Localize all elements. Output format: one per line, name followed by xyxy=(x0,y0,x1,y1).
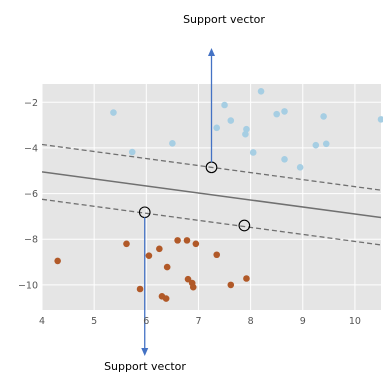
data-point-class-blue xyxy=(312,141,320,149)
support-vector-ring xyxy=(238,219,251,232)
data-point-class-blue xyxy=(296,164,304,171)
x-tick-label: 6 xyxy=(143,316,149,327)
annotation-support-vector-bottom: Support vector xyxy=(104,360,186,372)
y-tick-labels: −10 −8 −6 −4 −2 xyxy=(18,98,38,292)
data-point-class-blue xyxy=(110,109,117,116)
data-point-class-blue xyxy=(249,149,257,156)
data-point-class-brown xyxy=(54,257,61,265)
x-tick-label: 8 xyxy=(248,316,254,327)
x-tick-labels: 4 5 6 7 8 9 10 xyxy=(39,316,361,327)
data-point-class-blue xyxy=(377,116,383,123)
margin-line xyxy=(42,143,381,191)
data-point-class-brown xyxy=(163,263,171,271)
data-point-class-brown xyxy=(156,245,163,253)
data-point-class-brown xyxy=(189,283,197,291)
y-tick-label: −6 xyxy=(24,189,38,200)
data-point-class-blue xyxy=(243,125,250,133)
data-point-class-blue xyxy=(221,101,228,109)
data-point-class-brown xyxy=(136,285,144,293)
data-point-class-blue xyxy=(322,140,330,148)
x-tick-label: 4 xyxy=(39,316,45,327)
data-point-class-blue xyxy=(213,124,221,132)
data-point-class-brown xyxy=(184,275,192,283)
data-point-class-blue xyxy=(169,140,176,147)
data-point-class-brown xyxy=(213,251,221,259)
data-point-class-brown xyxy=(192,240,200,248)
arrow-head-up xyxy=(208,48,215,56)
margin-line xyxy=(42,198,381,246)
data-point-class-blue xyxy=(281,108,288,115)
data-point-class-blue xyxy=(320,113,327,120)
y-tick-label: −4 xyxy=(24,143,38,154)
data-point-class-brown xyxy=(227,281,235,289)
decision-boundary-line xyxy=(42,171,381,219)
y-tick-label: −2 xyxy=(24,98,38,109)
data-point-class-brown xyxy=(174,237,181,244)
data-point-class-blue xyxy=(128,148,136,156)
x-tick-label: 5 xyxy=(91,316,97,327)
data-point-class-blue xyxy=(227,117,235,124)
data-point-class-blue xyxy=(273,110,280,118)
data-point-class-brown xyxy=(243,275,250,282)
data-point-class-brown xyxy=(123,240,130,248)
data-point-class-brown xyxy=(145,252,153,259)
x-tick-label: 7 xyxy=(195,316,201,327)
y-tick-label: −10 xyxy=(18,280,38,291)
annotation-support-vector-top: Support vector xyxy=(183,13,265,26)
data-point-class-blue xyxy=(257,88,265,95)
data-point-class-blue xyxy=(281,156,288,163)
data-point-class-brown xyxy=(183,237,191,244)
data-points xyxy=(54,88,383,302)
x-tick-label: 10 xyxy=(349,316,361,327)
x-tick-label: 9 xyxy=(300,316,306,327)
boundary-lines xyxy=(42,143,381,246)
data-point-class-blue xyxy=(242,130,249,138)
y-tick-label: −8 xyxy=(24,235,38,246)
annotation-arrows xyxy=(141,48,215,356)
arrow-head-down xyxy=(141,348,149,356)
data-point-class-brown xyxy=(162,295,170,302)
